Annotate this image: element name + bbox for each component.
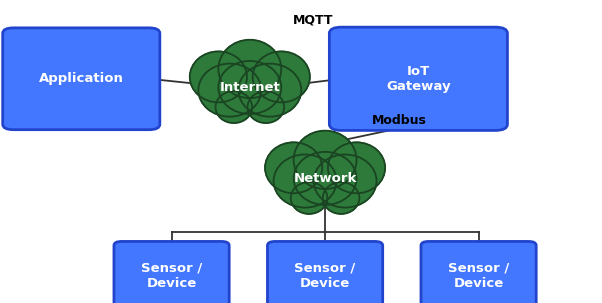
- Text: Sensor /
Device: Sensor / Device: [141, 262, 202, 290]
- FancyBboxPatch shape: [421, 241, 536, 303]
- FancyBboxPatch shape: [329, 27, 507, 130]
- Ellipse shape: [247, 91, 284, 123]
- Ellipse shape: [238, 64, 301, 117]
- Ellipse shape: [253, 52, 310, 102]
- Ellipse shape: [274, 155, 337, 208]
- FancyBboxPatch shape: [114, 241, 229, 303]
- Ellipse shape: [294, 152, 356, 205]
- Ellipse shape: [219, 40, 281, 98]
- Text: Sensor /
Device: Sensor / Device: [448, 262, 509, 290]
- Ellipse shape: [198, 64, 261, 117]
- Ellipse shape: [323, 182, 359, 214]
- FancyBboxPatch shape: [3, 28, 160, 130]
- Ellipse shape: [216, 91, 252, 123]
- Text: Modbus: Modbus: [372, 114, 427, 127]
- Ellipse shape: [190, 52, 247, 102]
- FancyBboxPatch shape: [267, 241, 383, 303]
- Text: Sensor /
Device: Sensor / Device: [294, 262, 356, 290]
- Ellipse shape: [294, 131, 356, 189]
- Text: Internet: Internet: [220, 81, 280, 94]
- Ellipse shape: [291, 182, 327, 214]
- Ellipse shape: [314, 155, 377, 208]
- Text: MQTT: MQTT: [293, 14, 334, 27]
- Text: Network: Network: [293, 172, 357, 185]
- Ellipse shape: [265, 142, 322, 193]
- Ellipse shape: [219, 61, 281, 114]
- Text: Application: Application: [39, 72, 123, 85]
- Ellipse shape: [328, 142, 385, 193]
- Text: IoT
Gateway: IoT Gateway: [386, 65, 451, 93]
